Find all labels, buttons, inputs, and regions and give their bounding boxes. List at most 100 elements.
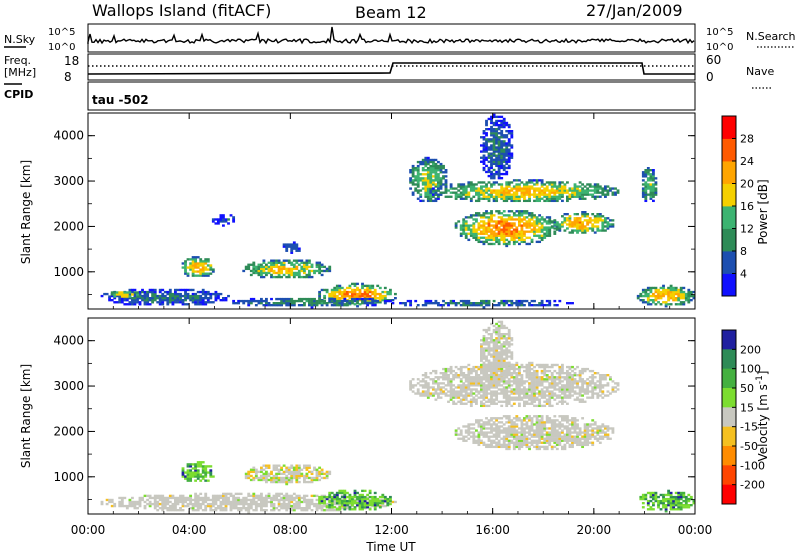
velocity-cell <box>229 502 233 506</box>
freq-unit: [MHz] <box>4 66 36 79</box>
power-cell <box>482 197 486 200</box>
power-cell <box>540 181 544 184</box>
power-cell <box>123 297 127 300</box>
velocity-cell <box>583 382 587 385</box>
power-cell <box>553 191 557 194</box>
velocity-cell <box>598 376 602 379</box>
power-cell <box>472 224 476 227</box>
velocity-cell <box>194 509 198 512</box>
power-cell <box>593 189 597 192</box>
velocity-cell <box>287 504 291 508</box>
power-cell <box>232 299 236 303</box>
velocity-cell <box>437 386 440 389</box>
velocity-cell <box>510 421 514 424</box>
velocity-cell <box>295 474 299 478</box>
power-cell <box>687 292 691 296</box>
velocity-cell <box>518 437 521 440</box>
velocity-cell <box>287 496 291 500</box>
power-cell <box>275 263 279 266</box>
power-cell <box>297 269 301 273</box>
velocity-cell <box>467 429 471 432</box>
power-colorbar-tick: 12 <box>740 223 754 236</box>
velocity-cell <box>128 504 132 508</box>
power-cell <box>485 185 488 188</box>
velocity-cell <box>300 509 304 512</box>
power-cell <box>563 187 567 190</box>
velocity-cell <box>351 504 354 507</box>
power-cell <box>573 219 577 222</box>
velocity-cell <box>168 494 172 498</box>
power-cell <box>277 259 281 262</box>
power-cell <box>300 299 304 303</box>
velocity-cell <box>247 472 251 476</box>
velocity-cell <box>439 388 443 391</box>
velocity-cell <box>477 380 481 383</box>
power-cell <box>378 292 382 296</box>
power-cell <box>568 187 572 190</box>
velocity-cell <box>596 396 600 399</box>
power-cell <box>176 288 180 292</box>
velocity-cell <box>194 494 198 498</box>
power-cell <box>120 297 124 300</box>
velocity-cell <box>487 427 491 430</box>
power-cell <box>194 256 198 259</box>
velocity-cell <box>340 495 344 499</box>
power-cell <box>573 213 577 216</box>
power-cell <box>346 299 349 303</box>
power-cell <box>548 181 552 184</box>
velocity-cell <box>168 496 172 500</box>
velocity-cell <box>550 390 554 393</box>
power-cell <box>662 286 665 290</box>
velocity-cell <box>475 429 478 432</box>
velocity-cell <box>576 392 579 395</box>
power-cell <box>254 265 258 269</box>
velocity-cell <box>282 502 286 506</box>
power-cell <box>654 303 658 306</box>
velocity-cell <box>480 429 483 432</box>
power-cell <box>194 260 198 263</box>
power-cell <box>277 302 281 305</box>
velocity-cell <box>409 384 413 387</box>
power-cell <box>219 214 223 217</box>
velocity-cell <box>303 478 306 482</box>
velocity-cell <box>515 367 519 371</box>
velocity-cell <box>196 494 200 498</box>
velocity-cell <box>297 472 301 476</box>
power-cell <box>340 297 344 300</box>
power-cell <box>330 288 334 292</box>
power-cell <box>515 302 519 305</box>
power-cell <box>558 195 562 198</box>
velocity-cell <box>292 470 296 474</box>
power-cell <box>528 187 531 190</box>
power-cell <box>586 227 590 230</box>
power-cell <box>351 282 354 286</box>
velocity-cell <box>518 396 521 399</box>
power-cell <box>543 191 547 194</box>
velocity-panel: 00:00 04:00 08:00 12:00 16:00 20:00 00:00 1000… <box>19 317 712 554</box>
power-cell <box>492 144 496 147</box>
power-cell <box>424 179 428 182</box>
power-cell <box>510 218 514 221</box>
velocity-cell <box>485 445 488 449</box>
power-cell <box>424 195 428 198</box>
velocity-cell <box>523 435 526 438</box>
velocity-cell <box>533 390 536 393</box>
velocity-cell <box>191 504 195 508</box>
power-cell <box>578 217 582 220</box>
power-cell <box>502 191 506 194</box>
velocity-cell <box>282 476 286 480</box>
velocity-cell <box>310 480 314 484</box>
power-cell <box>290 304 294 307</box>
power-cell <box>644 301 648 304</box>
velocity-cell <box>237 509 241 512</box>
velocity-cell <box>272 496 276 500</box>
power-cell <box>689 290 693 294</box>
velocity-cell <box>485 394 488 397</box>
velocity-cell <box>520 380 524 383</box>
power-cell <box>485 150 488 153</box>
velocity-cell <box>596 384 600 387</box>
power-cell <box>558 223 562 226</box>
power-cell <box>553 227 557 230</box>
velocity-cell <box>523 382 526 385</box>
power-cell <box>500 148 504 151</box>
